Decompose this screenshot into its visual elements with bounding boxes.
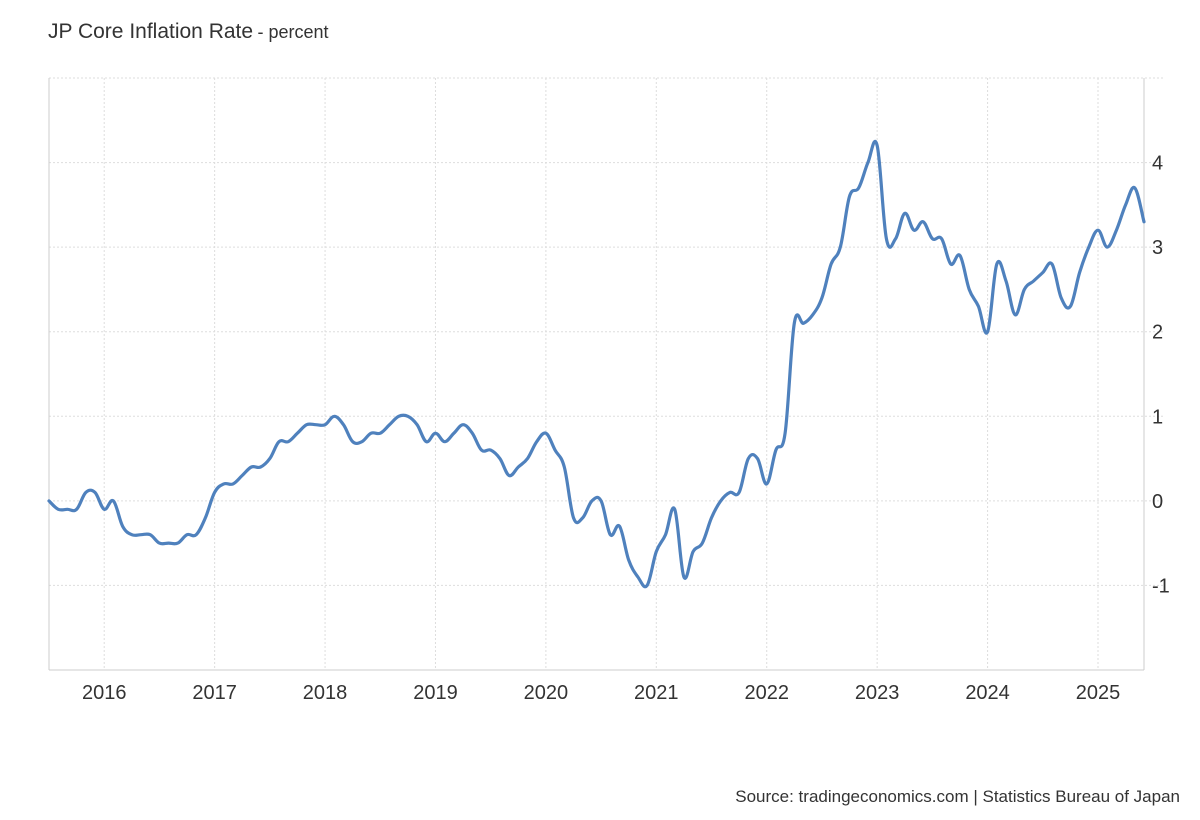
x-tick-label: 2019 [413,682,458,704]
y-tick-label: 0 [1152,491,1163,513]
x-tick-label: 2024 [965,682,1010,704]
x-tick-label: 2025 [1076,682,1121,704]
axes [48,78,1145,671]
y-tick-label: 2 [1152,322,1163,344]
x-tick-label: 2016 [82,682,127,704]
line-chart: -1 0 1 2 3 4 2016 2017 2018 2019 2020 2021 2022 2023 2… [47,77,1170,704]
source-note: Source: tradingeconomics.com | Statistic… [735,787,1180,806]
series-line [47,139,1146,589]
y-tick-label: 4 [1152,153,1163,175]
chart-title-row: JP Core Inflation Rate - percent [48,20,329,44]
y-tick-label: 3 [1152,237,1163,259]
x-tick-label: 2021 [634,682,679,704]
x-tick-label: 2017 [192,682,237,704]
grid [49,77,1164,670]
x-tick-label: 2018 [303,682,348,704]
chart-title: JP Core Inflation Rate [48,20,254,43]
y-tick-label: 1 [1152,406,1163,428]
y-tick-label: -1 [1152,575,1170,597]
series-layer [47,139,1146,589]
x-tick-label: 2022 [744,682,789,704]
chart-subtitle: - percent [257,22,329,42]
tick-labels: -1 0 1 2 3 4 2016 2017 2018 2019 2020 2021 2022 2023 2… [82,153,1170,704]
x-tick-label: 2023 [855,682,900,704]
x-tick-label: 2020 [524,682,569,704]
